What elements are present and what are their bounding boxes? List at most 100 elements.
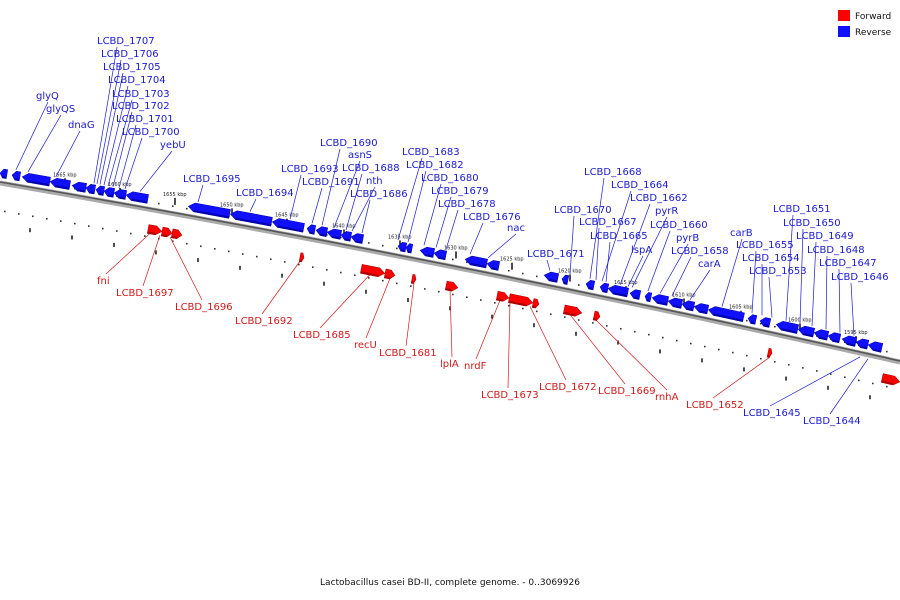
reverse-gene-arrow (229, 210, 273, 227)
reverse-gene-arrow (271, 218, 305, 233)
leader-line (569, 314, 626, 385)
leader-line (475, 300, 501, 360)
reverse-gene-label: lspA (631, 245, 652, 256)
leader-line (361, 199, 371, 234)
lower-dot (788, 364, 790, 366)
forward-gene-label: LCBD_1673 (481, 390, 539, 401)
reverse-gene-label: LCBD_1647 (819, 258, 877, 269)
lower-dot (438, 290, 440, 293)
reverse-gene-label: LCBD_1649 (796, 231, 854, 242)
leader-line (169, 236, 203, 301)
lower-dot (368, 277, 370, 279)
leader-line (407, 170, 427, 243)
leader-line (605, 241, 611, 283)
leader-line (589, 177, 605, 279)
reverse-gene-arrow (419, 246, 436, 258)
reverse-gene-arrow (629, 289, 642, 300)
reverse-gene-arrow (350, 233, 365, 244)
reverse-gene-arrow (827, 332, 842, 344)
lower-dot (774, 360, 776, 363)
lower-dot (4, 210, 6, 213)
lower-dot (354, 274, 356, 277)
leader-line (405, 283, 415, 347)
reverse-gene-arrow (841, 335, 858, 347)
reverse-gene-label: LCBD_1658 (671, 246, 729, 257)
lower-dot (536, 310, 538, 313)
leader-line (487, 233, 517, 259)
lower-dot (872, 382, 874, 385)
kbp-tick-label: 1595 kbp (844, 330, 868, 336)
leader-line (647, 230, 671, 291)
leader-line (289, 174, 302, 220)
reverse-gene-label: LCBD_1706 (101, 49, 159, 60)
reverse-gene-arrow (747, 314, 758, 325)
lower-dot (186, 242, 188, 245)
lower-dot (214, 248, 216, 250)
lower-dot (802, 367, 804, 369)
reverse-gene-label: carB (730, 228, 753, 239)
forward-gene-label: LCBD_1672 (539, 382, 597, 393)
leader-line (712, 356, 771, 399)
lower-dot (256, 255, 258, 258)
reverse-gene-label: LCBD_1662 (630, 193, 688, 204)
forward-gene-label: nrdF (464, 361, 487, 372)
leader-line (261, 260, 301, 315)
forward-gene-label: fni (97, 276, 110, 287)
upper-dot (396, 247, 398, 250)
leader-line (619, 203, 651, 286)
lower-dot (550, 313, 552, 316)
lower-dot (32, 215, 34, 218)
reverse-gene-label: LCBD_1701 (116, 114, 174, 125)
lower-dot (270, 258, 272, 261)
reverse-gene-arrow (543, 271, 560, 283)
lower-dot (676, 339, 678, 342)
reverse-gene-arrow (855, 338, 870, 350)
kbp-tick-label: 1630 kbp (444, 245, 468, 251)
reverse-gene-label: LCBD_1653 (749, 266, 807, 277)
kbp-tick-label: 1615 kbp (614, 280, 638, 286)
kbp-tick-label: 1645 kbp (275, 213, 299, 219)
leader-line (631, 216, 668, 288)
forward-gene-arrow (562, 304, 583, 317)
reverse-gene-arrow (667, 297, 684, 309)
forward-gene-label: LCBD_1692 (235, 316, 293, 327)
leader-line (785, 214, 794, 321)
legend-reverse-label: Reverse (855, 28, 892, 38)
upper-dot (774, 325, 776, 328)
reverse-gene-label: nac (507, 223, 525, 234)
upper-dot (368, 242, 370, 244)
reverse-gene-arrow (693, 303, 710, 315)
lower-dot (424, 288, 426, 290)
upper-dot (452, 258, 454, 261)
upper-dot (326, 234, 328, 236)
forward-gene-arrow (592, 310, 601, 321)
upper-dot (578, 284, 580, 286)
lower-dot (382, 279, 384, 282)
lower-dot (830, 373, 832, 375)
forward-gene-label: LCBD_1669 (598, 386, 656, 397)
reverse-gene-label: LCBD_1648 (807, 245, 865, 256)
lower-dot (578, 319, 580, 321)
kbp-tick-label: 1625 kbp (500, 257, 524, 263)
leader-line (118, 124, 137, 188)
reverse-gene-label: LCBD_1702 (112, 101, 170, 112)
leader-line (595, 319, 668, 391)
lower-dot (340, 271, 342, 274)
upper-dot (746, 319, 748, 322)
gene-labels: LCBD_1707 LCBD_1706 LCBD_1705 LCBD_1704 LCBD… (36, 36, 889, 427)
lower-dot (732, 351, 734, 354)
reverse-gene-label: LCBD_1700 (122, 127, 180, 138)
reverse-gene-arrow (775, 321, 800, 334)
leader-line (397, 157, 423, 241)
leader-line (529, 306, 567, 381)
lower-dot (130, 232, 132, 235)
lower-dot (242, 253, 244, 255)
lower-dot (508, 304, 510, 307)
reverse-gene-label: LCBD_1703 (112, 89, 170, 100)
lower-dot (844, 376, 846, 379)
leader-line (27, 114, 62, 172)
reverse-gene-label: LCBD_1688 (342, 163, 400, 174)
forward-gene-label: LCBD_1696 (175, 302, 233, 313)
lower-dot (606, 325, 608, 327)
reverse-gene-arrow (405, 243, 414, 254)
